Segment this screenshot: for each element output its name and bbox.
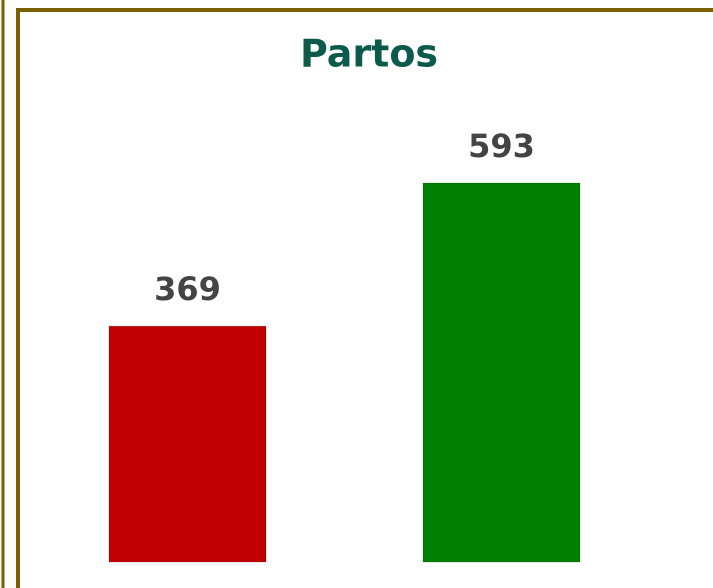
value-label: 369	[154, 270, 221, 308]
value-label: 593	[468, 127, 535, 165]
chart-title: Partos	[300, 32, 438, 76]
bar	[422, 182, 581, 563]
panel-border	[16, 8, 713, 588]
bar	[108, 325, 267, 563]
